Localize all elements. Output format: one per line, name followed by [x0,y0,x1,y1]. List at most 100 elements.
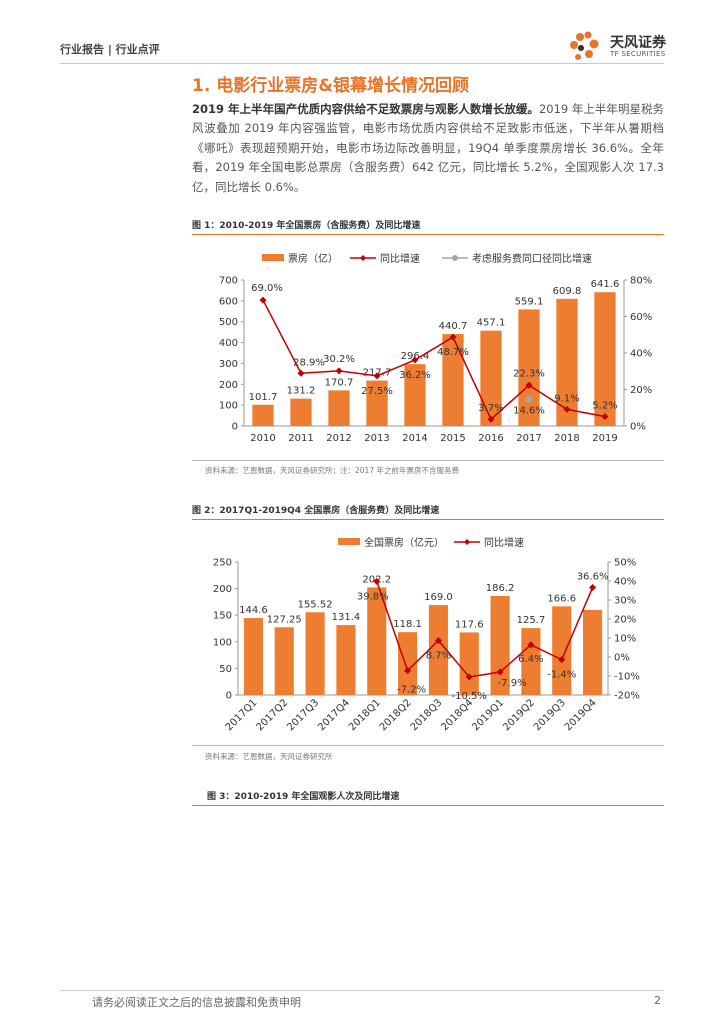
chart1-bar [328,390,350,426]
chart2-x-tick-label: 2018Q2 [378,697,414,733]
chart1-bar [252,404,274,426]
chart2-x-tick-label: 2017Q2 [255,697,291,733]
chart1-y-tick-label: 200 [219,380,238,391]
chart2-bar-label: 155.52 [298,599,333,610]
chart1: 票房（亿） 同比增速 考虑服务费同口径同比增速 0 100 200 300 400 500 600… [219,252,652,444]
chart2-bar-label: 118.1 [393,619,422,630]
chart1-bar-label: 559.1 [515,296,544,307]
chart1-growth-marker [373,372,381,380]
section-lead: 2019 年上半年国产优质内容供给不足致票房与观影人数增长放缓。 [192,102,539,116]
chart1-y2-tick-label: 60% [630,312,652,323]
chart1-growth-marker [449,333,457,341]
chart1-legend-point-label: 考虑服务费同口径同比增速 [472,252,592,265]
chart2-bar-label: 186.2 [486,583,515,594]
chart2-bar-label: 125.7 [517,615,546,626]
chart1-y2-tick-label: 80% [630,276,652,287]
chart1-bar-label: 641.6 [591,279,620,290]
chart1-growth-label: 22.3% [513,368,545,379]
chart1-growth-marker [525,381,533,389]
chart2-bar [459,632,479,695]
chart2-x-tick-label: 2018Q4 [440,697,476,733]
chart1-y-tick-label: 300 [219,359,238,370]
chart1-growth-label: 36.2% [399,370,431,381]
chart1-bar-label: 131.2 [287,386,316,397]
chart1-growth-label: 27.5% [361,386,393,397]
chart2-bar [521,628,541,695]
chart1-bar-label: 457.1 [477,318,506,329]
chart2-bar [428,605,448,695]
chart2-y2-tick-label: 50% [614,558,636,569]
chart1-x-tick-label: 2017 [516,433,541,444]
brand-sub: TF SECURITIES [610,50,666,58]
chart2-growth-label: 6.4% [518,654,543,665]
chart1-y2-tick-label: 40% [630,349,652,360]
chart1-growth-label: 9.1% [554,393,579,404]
chart2-bar [305,612,325,695]
fig3-top-rule [192,805,664,806]
chart2-growth-label: 36.6% [577,571,609,582]
chart2-legend-bar-swatch [338,538,360,545]
chart2-x-tick-label: 2019Q2 [501,697,537,733]
chart1-y-tick-label: 0 [232,422,238,433]
chart1-x-tick-label: 2013 [364,433,389,444]
chart2-x-tick-label: 2017Q4 [316,697,352,733]
chart2-bar [552,606,572,695]
chart2-bar [490,595,510,695]
chart1-growth-marker [601,413,609,421]
fig1-title: 图 1：2010-2019 年全国票房（含服务费）及同比增速 [192,221,421,231]
chart1-bar [290,398,312,426]
chart1-x-tick-label: 2019 [592,433,617,444]
chart1-bar [556,298,578,426]
fig2-bottom-rule [192,745,664,746]
chart2-growth-marker [558,656,566,664]
chart2-y-tick-label: 0 [226,691,232,702]
chart1-growth-marker [259,296,267,304]
header-divider [60,63,664,64]
chart2-growth-marker [373,577,381,585]
chart1-x-tick-label: 2014 [402,433,427,444]
chart2-legend-line-marker [464,539,470,545]
fig2-top-rule [192,519,664,520]
footer-disclaimer: 请务必阅读正文之后的信息披露和免责申明 [92,996,301,1009]
chart2-bar [336,625,356,695]
chart1-bar [518,309,540,426]
fig1-bottom-rule [192,460,664,461]
chart2-bar-label: 169.0 [424,592,453,603]
chart1-growth-marker [411,356,419,364]
chart2-bar [398,632,418,695]
chart1-growth-label: 5.2% [592,401,617,412]
chart2-x-tick-label: 2018Q3 [409,697,445,733]
chart1-legend-line-marker [360,255,366,261]
chart1-legend-bar-swatch [262,254,284,261]
chart2-growth-label: -1.4% [547,670,576,681]
chart2-growth-marker [496,668,504,676]
chart1-growth-label: 3.7% [478,403,503,414]
chart1-growth-label: 48.7% [437,347,469,358]
brand-logo-icon [570,31,599,60]
page-number: 2 [654,994,661,1007]
chart1-bar-label: 609.8 [553,286,582,297]
chart2-bar-label: 131.4 [332,612,361,623]
chart2-y2-tick-label: 0% [614,653,630,664]
chart2-growth-marker [465,673,473,681]
chart2-x-tick-label: 2019Q4 [563,697,599,733]
chart2-growth-marker [404,667,412,675]
chart1-legend-line-label: 同比增速 [380,252,420,265]
chart2-legend-line-label: 同比增速 [484,536,524,549]
fig1-top-rule [192,234,664,235]
chart2-growth-marker [527,641,535,649]
chart1-x-tick-label: 2012 [326,433,351,444]
chart2-growth-label: -7.2% [397,685,426,696]
chart2-growth-label: -7.9% [498,678,527,689]
fig2-source: 资料来源：艺恩数据，天风证券研究所 [205,752,333,761]
chart2-bar-label: 144.6 [239,605,268,616]
chart1-y-tick-label: 600 [219,296,238,307]
chart2-growth-label: 8.7% [426,650,451,661]
section-paragraph: 2019 年上半年国产优质内容供给不足致票房与观影人数增长放缓。2019 年上半… [192,100,664,197]
chart1-growth-marker [335,367,343,375]
chart1-bar-label: 440.7 [439,321,468,332]
chart2-y-tick-label: 150 [213,611,232,622]
chart2-bar [274,627,294,695]
chart2-growth-marker [434,636,442,644]
chart1-y-tick-label: 500 [219,317,238,328]
